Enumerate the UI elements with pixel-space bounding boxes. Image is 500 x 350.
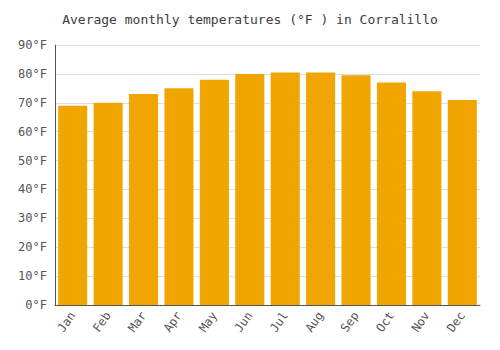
svg-text:Jan: Jan — [55, 309, 79, 335]
svg-text:Aug: Aug — [302, 309, 326, 335]
svg-text:80°F: 80°F — [18, 67, 47, 81]
svg-text:Feb: Feb — [90, 309, 114, 335]
svg-text:Apr: Apr — [161, 309, 185, 335]
svg-text:40°F: 40°F — [18, 182, 47, 196]
svg-text:Average monthly temperatures (: Average monthly temperatures (°F ) in Co… — [62, 12, 438, 27]
svg-text:Oct: Oct — [373, 309, 397, 335]
svg-text:Dec: Dec — [444, 309, 468, 335]
svg-text:10°F: 10°F — [18, 269, 47, 283]
svg-text:0°F: 0°F — [25, 298, 47, 312]
svg-text:May: May — [196, 309, 220, 335]
svg-text:Nov: Nov — [409, 309, 433, 335]
svg-text:90°F: 90°F — [18, 38, 47, 52]
svg-text:30°F: 30°F — [18, 211, 47, 225]
svg-text:Jun: Jun — [232, 309, 256, 335]
svg-text:Jul: Jul — [267, 309, 291, 335]
svg-text:Mar: Mar — [125, 309, 149, 335]
svg-text:20°F: 20°F — [18, 240, 47, 254]
svg-text:70°F: 70°F — [18, 96, 47, 110]
svg-text:60°F: 60°F — [18, 125, 47, 139]
svg-text:50°F: 50°F — [18, 154, 47, 168]
svg-text:Sep: Sep — [338, 309, 362, 335]
